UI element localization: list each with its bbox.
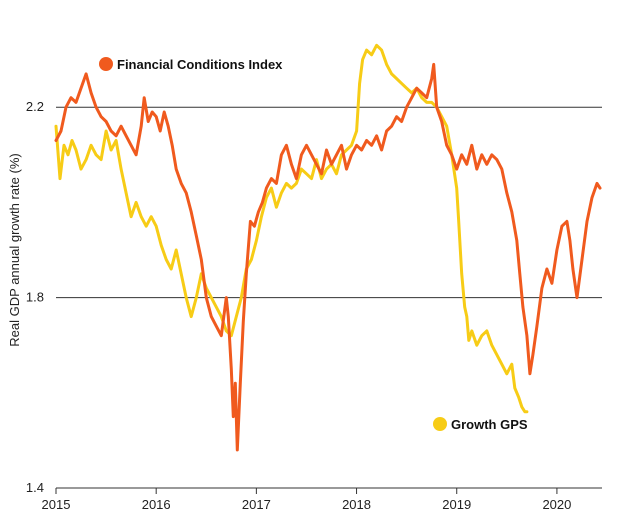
y-axis: 1.4 1.8 2.2 bbox=[26, 99, 44, 495]
legend: Financial Conditions Index Growth GPS bbox=[99, 57, 528, 432]
x-tick-label: 2015 bbox=[42, 497, 71, 512]
y-axis-title: Real GDP annual growth rate (%) bbox=[7, 153, 22, 346]
x-tick-label: 2018 bbox=[342, 497, 371, 512]
x-axis: 2015 2016 2017 2018 2019 2020 bbox=[42, 488, 571, 512]
y-tick-label: 1.4 bbox=[26, 480, 44, 495]
x-tick-label: 2017 bbox=[242, 497, 271, 512]
y-tick-label: 2.2 bbox=[26, 99, 44, 114]
x-tick-label: 2020 bbox=[542, 497, 571, 512]
legend-label: Financial Conditions Index bbox=[117, 57, 283, 72]
legend-marker bbox=[433, 417, 447, 431]
series-layer bbox=[54, 43, 602, 452]
legend-label: Growth GPS bbox=[451, 417, 528, 432]
series-line-0 bbox=[54, 62, 602, 452]
legend-marker bbox=[99, 57, 113, 71]
x-tick-label: 2016 bbox=[142, 497, 171, 512]
series-line-1 bbox=[54, 43, 529, 414]
x-tick-label: 2019 bbox=[442, 497, 471, 512]
y-tick-label: 1.8 bbox=[26, 290, 44, 305]
